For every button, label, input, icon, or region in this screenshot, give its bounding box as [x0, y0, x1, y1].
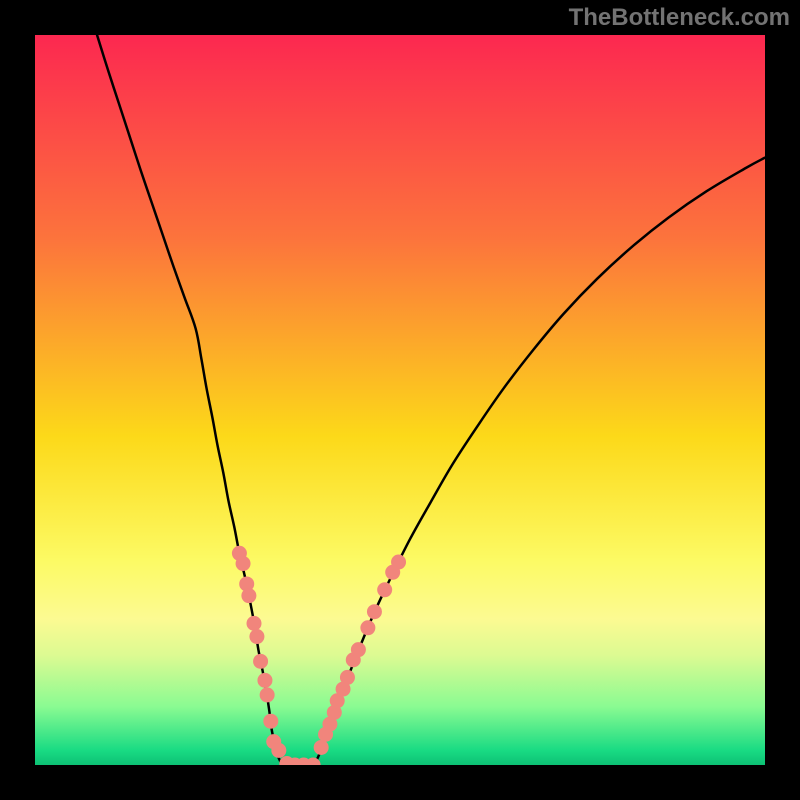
data-point	[260, 687, 275, 702]
data-point	[340, 670, 355, 685]
chart-stage: TheBottleneck.com	[0, 0, 800, 800]
plot-svg	[35, 35, 765, 765]
data-point	[257, 673, 272, 688]
data-point	[271, 743, 286, 758]
data-point	[367, 604, 382, 619]
data-point	[391, 555, 406, 570]
data-point	[241, 588, 256, 603]
gradient-background	[35, 35, 765, 765]
plot-area	[35, 35, 765, 765]
data-point	[236, 556, 251, 571]
watermark-text: TheBottleneck.com	[569, 4, 790, 32]
data-point	[247, 616, 262, 631]
data-point	[314, 740, 329, 755]
data-point	[377, 582, 392, 597]
data-point	[351, 642, 366, 657]
data-point	[263, 714, 278, 729]
data-point	[249, 629, 264, 644]
data-point	[253, 654, 268, 669]
data-point	[360, 620, 375, 635]
